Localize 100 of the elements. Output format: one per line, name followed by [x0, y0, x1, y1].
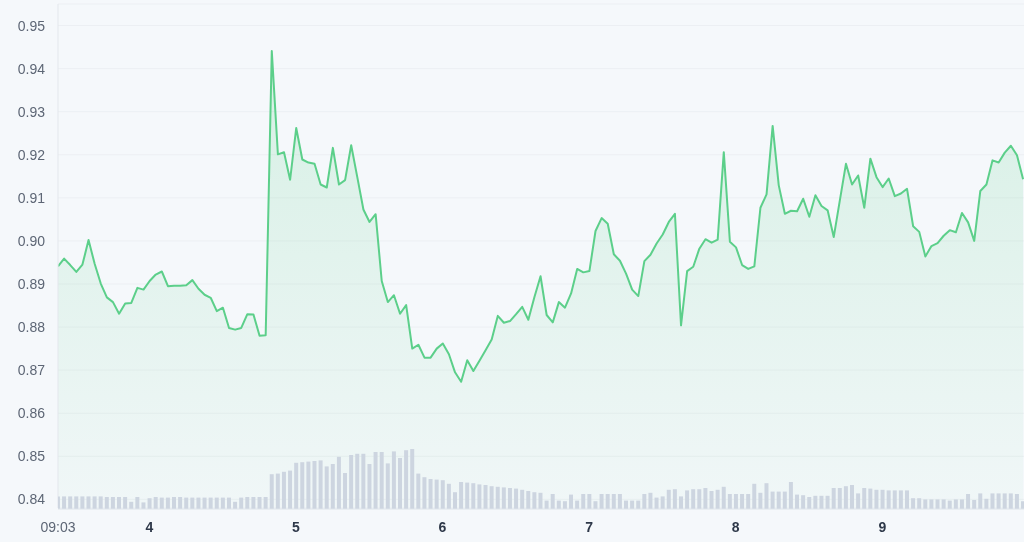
bar: [385, 463, 390, 509]
bar: [275, 473, 280, 509]
bar: [281, 471, 286, 509]
bar: [514, 488, 519, 509]
bar: [459, 482, 464, 509]
bar: [593, 501, 598, 509]
bar: [501, 487, 506, 509]
bar: [465, 482, 470, 509]
bar: [440, 480, 445, 509]
bar: [825, 495, 830, 509]
bar: [807, 497, 812, 509]
bar: [117, 497, 122, 509]
bar: [660, 496, 665, 509]
bar: [648, 492, 653, 509]
y-tick-label: 0.90: [17, 232, 46, 249]
bar: [672, 489, 677, 509]
bar: [294, 462, 299, 509]
bar: [349, 455, 354, 509]
bar: [507, 488, 512, 509]
bar: [788, 482, 793, 509]
bar: [300, 462, 305, 509]
bar: [856, 493, 861, 509]
bar: [489, 486, 494, 509]
bar: [318, 460, 323, 509]
y-tick-label: 0.86: [17, 405, 46, 422]
bar: [68, 496, 73, 509]
bar: [813, 495, 818, 509]
bar: [917, 498, 922, 509]
bar: [874, 489, 879, 509]
y-tick-label: 0.85: [17, 448, 46, 465]
bar: [110, 497, 115, 509]
bar: [123, 497, 128, 509]
bar: [471, 483, 476, 509]
bar: [746, 494, 751, 509]
bar: [1008, 493, 1013, 509]
bar: [306, 461, 311, 509]
bar: [868, 488, 873, 509]
bar: [587, 494, 592, 509]
bar: [715, 489, 720, 509]
x-tick-label: 09:03: [40, 519, 76, 535]
bar: [727, 494, 732, 509]
bar: [642, 494, 647, 509]
bar: [904, 490, 909, 509]
bar: [850, 485, 854, 509]
bar: [434, 479, 439, 509]
x-tick-label: 7: [585, 519, 594, 535]
bar: [251, 497, 256, 509]
bar: [373, 452, 378, 509]
bar: [966, 494, 971, 509]
y-tick-label: 0.87: [17, 362, 46, 379]
bar: [953, 499, 958, 509]
bar: [703, 488, 708, 509]
bar: [892, 490, 897, 509]
bar: [452, 492, 457, 509]
bar: [782, 491, 787, 509]
bar: [379, 452, 384, 509]
bar: [391, 451, 396, 509]
bar: [550, 494, 555, 509]
bar: [538, 492, 543, 509]
y-tick-label: 0.89: [17, 276, 46, 292]
bar: [288, 470, 293, 509]
bar: [740, 494, 745, 509]
bar: [98, 496, 103, 509]
y-tick-label: 0.93: [17, 103, 46, 120]
bar: [312, 461, 317, 509]
bar: [605, 494, 610, 509]
bar: [758, 492, 763, 509]
bar: [526, 491, 531, 509]
bar: [770, 491, 775, 509]
bar: [361, 453, 366, 509]
x-tick-label: 4: [145, 519, 154, 535]
bar: [795, 494, 800, 509]
bar: [330, 464, 335, 509]
bar: [819, 495, 824, 509]
y-tick-label: 0.95: [17, 17, 46, 34]
bar: [837, 488, 842, 509]
bar: [428, 479, 433, 509]
bar: [86, 496, 91, 509]
bar: [990, 493, 995, 509]
bar: [691, 489, 696, 509]
bar: [862, 488, 867, 509]
bar: [367, 464, 372, 509]
bar: [520, 489, 525, 509]
bar: [569, 494, 574, 509]
bar: [74, 496, 79, 509]
bar: [685, 490, 690, 509]
bar: [733, 494, 738, 509]
y-tick-label: 0.91: [17, 189, 46, 206]
bar: [147, 498, 152, 509]
bar: [599, 494, 604, 509]
bar: [880, 489, 885, 509]
y-tick-label: 0.92: [17, 146, 46, 163]
bar: [935, 499, 940, 509]
x-tick-label: 9: [878, 519, 887, 535]
bar: [709, 491, 714, 509]
bar: [1002, 493, 1007, 509]
x-tick-label: 8: [731, 519, 740, 535]
bar: [831, 488, 836, 509]
bar: [929, 499, 934, 509]
y-tick-label: 0.88: [17, 319, 46, 336]
